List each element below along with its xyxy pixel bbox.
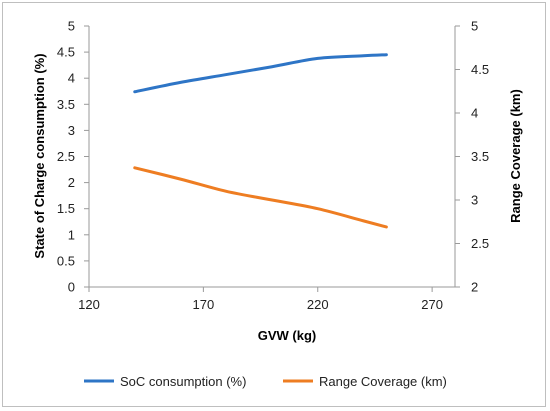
left-axis-title: State of Charge consumption (%) <box>32 53 47 258</box>
series-line-soc <box>133 53 388 94</box>
ticks-layer: 120 170 220 270 0 0.5 1 1.5 2 2.5 3 3.5 4 4.5 5 2 2.5 3 3.… <box>57 19 489 313</box>
left-tick-label: 5 <box>68 19 75 34</box>
x-tick-label: 270 <box>421 297 443 312</box>
legend-label-soc: SoC consumption (%) <box>120 374 246 389</box>
x-tick-label: 220 <box>307 297 329 312</box>
legend-label-range: Range Coverage (km) <box>319 374 447 389</box>
legend: SoC consumption (%) Range Coverage (km) <box>84 374 447 389</box>
right-tick-label: 2 <box>471 280 478 295</box>
left-tick-label: 4.5 <box>57 45 75 60</box>
right-tick-label: 4.5 <box>471 62 489 77</box>
series-layer <box>133 53 388 229</box>
x-tick-label: 120 <box>78 297 100 312</box>
left-tick-label: 1.5 <box>57 201 75 216</box>
series-line-range <box>133 166 388 229</box>
x-tick-label: 170 <box>193 297 215 312</box>
left-tick-label: 0.5 <box>57 253 75 268</box>
right-tick-label: 4 <box>471 106 478 121</box>
left-tick-label: 2.5 <box>57 149 75 164</box>
left-tick-label: 3 <box>68 123 75 138</box>
right-tick-label: 3 <box>471 193 478 208</box>
right-tick-label: 3.5 <box>471 149 489 164</box>
right-tick-label: 2.5 <box>471 236 489 251</box>
left-tick-label: 1 <box>68 227 75 242</box>
left-tick-label: 4 <box>68 71 75 86</box>
left-tick-label: 2 <box>68 175 75 190</box>
right-tick-label: 5 <box>471 19 478 34</box>
right-axis-title: Range Coverage (km) <box>508 89 523 223</box>
left-tick-label: 3.5 <box>57 97 75 112</box>
plot-area <box>88 26 456 288</box>
left-tick-label: 0 <box>68 280 75 295</box>
x-axis-title: GVW (kg) <box>258 328 317 343</box>
